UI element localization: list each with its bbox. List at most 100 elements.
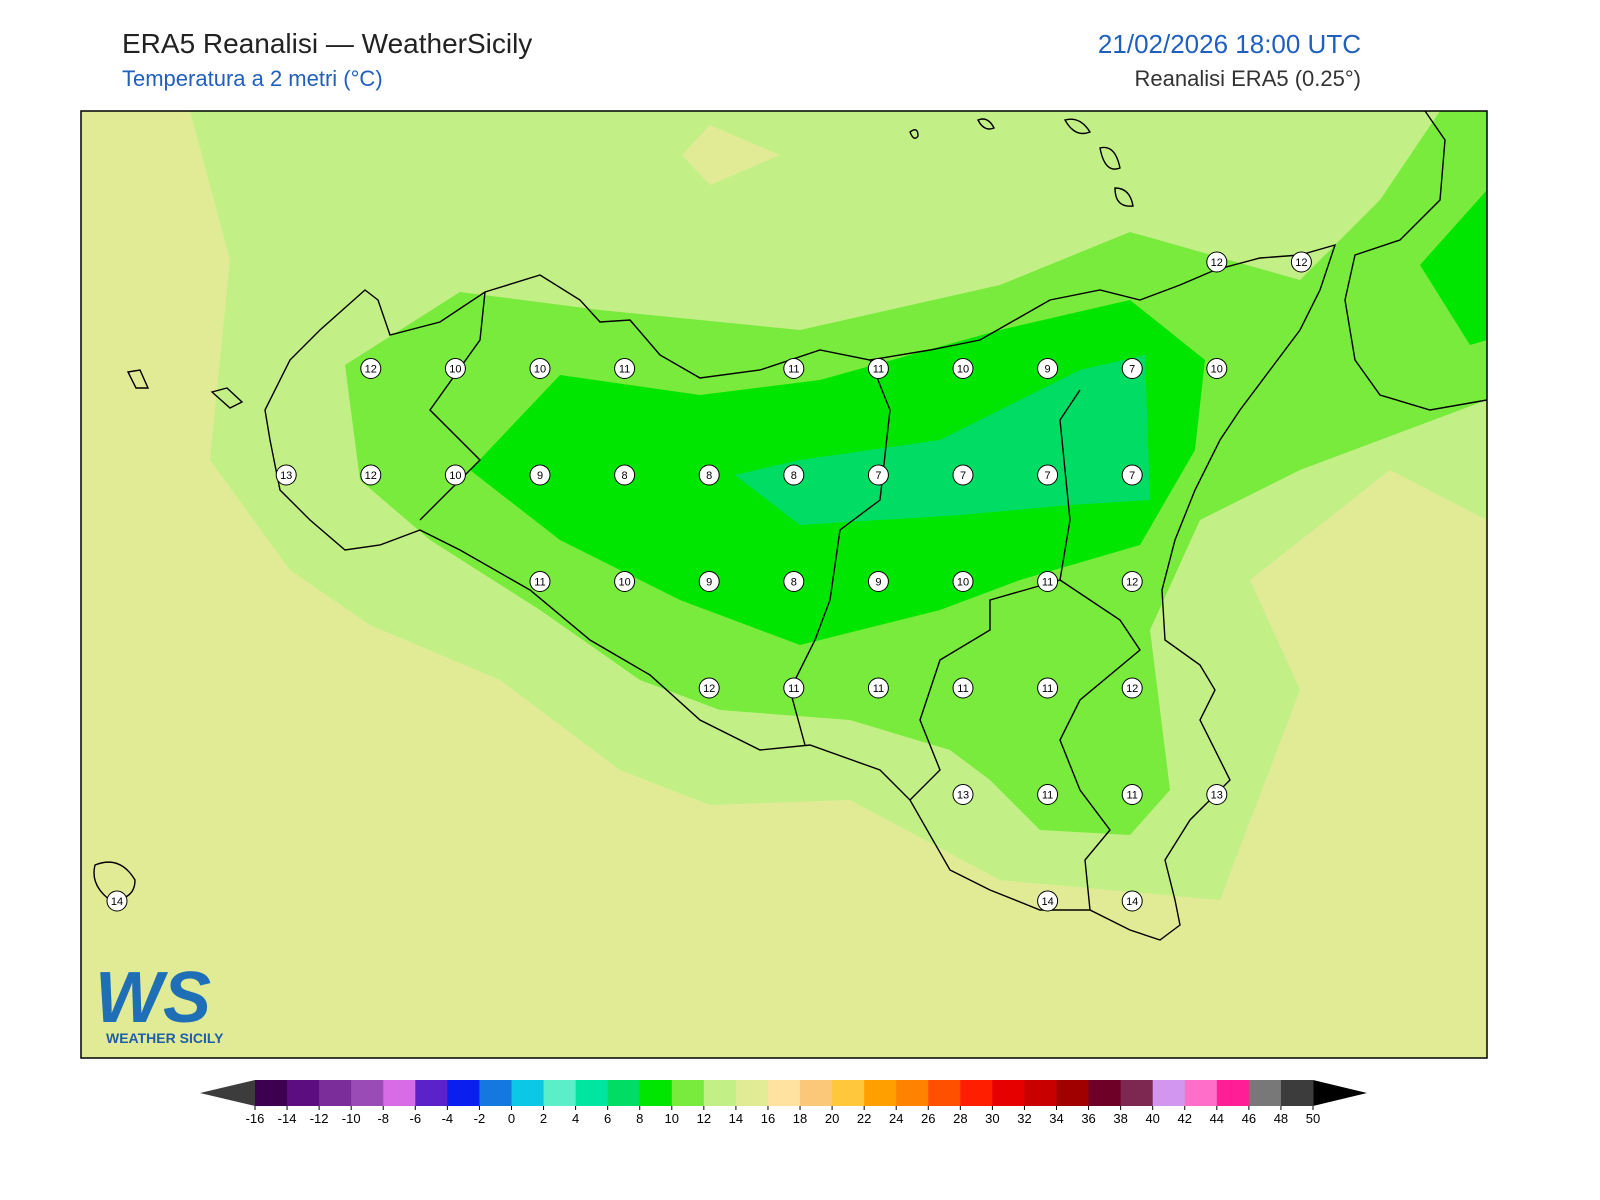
station-marker — [529, 464, 551, 486]
station-value: 10 — [1211, 364, 1223, 376]
colorbar-tick-label: -2 — [474, 1111, 486, 1126]
station-marker — [1206, 784, 1228, 805]
station-marker — [614, 358, 636, 379]
station-marker — [529, 571, 551, 592]
colorbar: -16 -14 -12 -10 -8 -6 -4 -2 0 2 4 6 8 10 12 14 16 18 20 22 2… — [200, 1080, 1367, 1126]
station-marker — [867, 677, 889, 699]
colorbar-bin — [511, 1080, 545, 1106]
colorbar-bin — [671, 1080, 705, 1106]
station-value: 12 — [365, 470, 377, 482]
colorbar-bin — [832, 1080, 865, 1106]
station-marker — [360, 464, 382, 486]
colorbar-bin — [447, 1080, 480, 1106]
coastline — [1344, 111, 1487, 411]
station-marker — [1121, 358, 1143, 379]
colorbar-bin — [319, 1080, 352, 1106]
station-marker — [783, 677, 805, 699]
station-value: 11 — [788, 364, 799, 376]
station-marker — [867, 571, 889, 592]
colorbar-tick-label: -4 — [442, 1111, 454, 1126]
colorbar-tick-label: -12 — [310, 1111, 329, 1126]
colorbar-bin — [351, 1080, 384, 1106]
station-value: 10 — [957, 364, 969, 376]
colorbar-bin — [1216, 1080, 1250, 1106]
station-value: 11 — [534, 577, 545, 589]
station-value: 12 — [1126, 577, 1138, 589]
colorbar-bin — [735, 1080, 769, 1106]
colorbar-tick-label: 32 — [1017, 1111, 1031, 1126]
colorbar-tick-label: 40 — [1145, 1111, 1159, 1126]
logo-mark: WS — [95, 958, 211, 1038]
colorbar-bin — [1120, 1080, 1154, 1106]
colorbar-bin — [767, 1080, 801, 1106]
station-marker — [1037, 677, 1059, 699]
stations: 12 12 12 10 10 11 11 11 10 9 7 10 13 12 10 9 8 8 8 7 7 7 7 11 10… — [106, 251, 1312, 912]
station-marker — [952, 571, 974, 592]
colorbar-bin — [575, 1080, 609, 1106]
station-marker — [867, 358, 889, 379]
station-value: 10 — [449, 364, 461, 376]
station-value: 8 — [791, 470, 797, 482]
colorbar-tick-label: -8 — [377, 1111, 389, 1126]
station-value: 7 — [1129, 364, 1135, 376]
colorbar-tick-label: 14 — [729, 1111, 743, 1126]
station-value: 8 — [622, 470, 628, 482]
station-marker — [275, 464, 297, 486]
map — [81, 111, 1487, 1058]
colorbar-bin — [1024, 1080, 1058, 1106]
station-value: 9 — [1045, 364, 1051, 376]
station-value: 8 — [791, 577, 797, 589]
colorbar-tick-label: 34 — [1049, 1111, 1063, 1126]
station-value: 12 — [1211, 257, 1223, 269]
station-value: 7 — [875, 470, 881, 482]
colorbar-tick-label: 20 — [825, 1111, 839, 1126]
station-marker — [952, 358, 974, 379]
colorbar-bin — [992, 1080, 1025, 1106]
datetime: 21/02/2026 18:00 UTC — [1098, 29, 1361, 59]
station-value: 7 — [1045, 470, 1051, 482]
colorbar-tick-label: -6 — [410, 1111, 422, 1126]
station-marker — [444, 464, 466, 486]
colorbar-tick-label: 12 — [697, 1111, 711, 1126]
station-marker — [106, 890, 128, 912]
station-marker — [1206, 251, 1228, 273]
colorbar-bin — [1280, 1080, 1314, 1106]
station-value: 11 — [788, 683, 799, 695]
colorbar-bin — [607, 1080, 641, 1106]
colorbar-bin — [1152, 1080, 1186, 1106]
colorbar-bin — [896, 1080, 929, 1106]
province-border — [909, 389, 1081, 801]
source: Reanalisi ERA5 (0.25°) — [1135, 66, 1361, 91]
colorbar-tick-label: 2 — [540, 1111, 547, 1126]
station-marker — [952, 784, 974, 805]
station-value: 12 — [703, 683, 715, 695]
station-value: 11 — [1042, 790, 1053, 802]
contour — [1420, 190, 1487, 345]
station-marker — [698, 464, 720, 486]
station-value: 7 — [1129, 470, 1135, 482]
colorbar-tick-label: 38 — [1113, 1111, 1127, 1126]
contour — [682, 125, 780, 185]
station-value: 10 — [534, 364, 546, 376]
station-marker — [1206, 358, 1228, 379]
station-value: 11 — [957, 683, 968, 695]
colorbar-bin — [960, 1080, 993, 1106]
station-marker — [1121, 784, 1143, 805]
station-marker — [783, 464, 805, 486]
colorbar-bin — [864, 1080, 897, 1106]
station-value: 12 — [1126, 683, 1138, 695]
station-marker — [952, 677, 974, 699]
station-value: 12 — [365, 364, 377, 376]
colorbar-bin — [639, 1080, 673, 1106]
coastline — [264, 243, 1337, 941]
station-value: 10 — [618, 577, 630, 589]
station-marker — [783, 571, 805, 592]
colorbar-under — [200, 1080, 255, 1106]
station-marker — [783, 358, 805, 379]
station-marker — [444, 358, 466, 379]
title: ERA5 Reanalisi — WeatherSicily — [122, 28, 532, 59]
colorbar-tick-label: 48 — [1274, 1111, 1288, 1126]
subtitle: Temperatura a 2 metri (°C) — [122, 66, 383, 91]
station-marker — [1037, 784, 1059, 805]
